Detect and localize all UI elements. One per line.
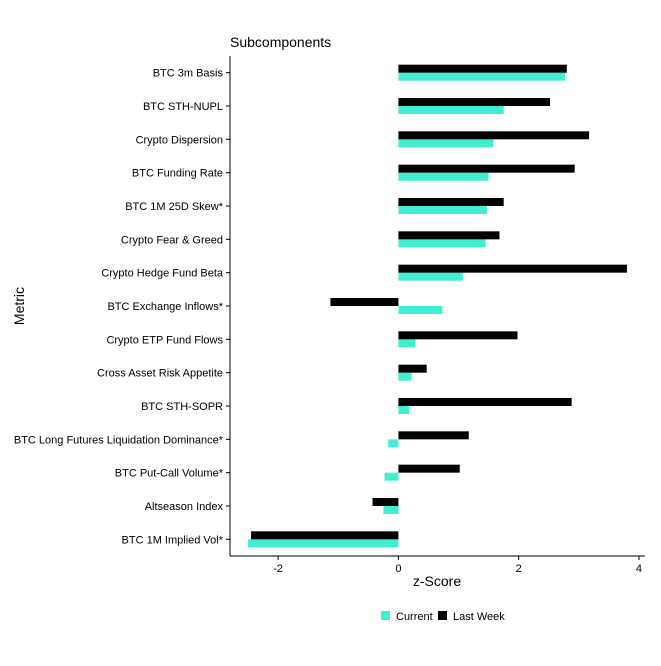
legend-label: Current [396,611,433,623]
legend-swatch-current [381,611,390,620]
y-tick-label: BTC 3m Basis [153,68,224,80]
bar-current [398,239,486,248]
y-tick-label: Cross Asset Risk Appetite [97,368,223,380]
bar-last-week [398,364,427,373]
plot-area [248,64,627,548]
bar-current [398,106,504,114]
x-tick-label: 4 [636,563,642,575]
bar-current [398,372,412,381]
bar-last-week [398,231,500,240]
bar-last-week [398,331,518,340]
x-axis-ticks: -2 0 2 4 [273,556,642,575]
bar-current [384,472,399,481]
legend-label: Last Week [453,611,505,623]
y-tick-label: Crypto Hedge Fund Beta [101,268,224,280]
bar-last-week [398,98,550,106]
y-tick-label: BTC STH-NUPL [143,101,223,113]
bar-last-week [398,431,469,440]
bar-current [398,306,443,314]
y-tick-label: Crypto Dispersion [136,134,223,146]
bar-last-week [398,464,460,473]
y-tick-label: BTC 1M 25D Skew* [125,201,224,213]
legend-swatch-last-week [438,611,447,620]
y-tick-label: BTC Put-Call Volume* [115,468,224,480]
chart-title: Subcomponents [230,34,331,50]
x-axis-label: z-Score [413,573,461,589]
bar-last-week [398,264,627,273]
bar-current [383,506,399,514]
y-axis-ticks: BTC 3m Basis BTC STH-NUPL Crypto Dispersio… [14,68,230,546]
bar-last-week [372,498,399,506]
x-tick-label: 2 [516,563,522,575]
bar-last-week [398,131,590,140]
bar-current [248,539,399,548]
bar-current [388,439,399,448]
y-tick-label: BTC 1M Implied Vol* [122,534,224,546]
y-axis-label: Metric [11,287,27,325]
y-tick-label: Altseason Index [145,501,224,513]
bar-current [398,172,489,181]
bar-current [398,72,566,81]
y-tick-label: Crypto Fear & Greed [121,234,223,246]
bar-current [398,139,494,148]
y-tick-label: Crypto ETP Fund Flows [106,334,223,346]
bar-current [398,206,487,214]
bar-last-week [330,298,399,306]
legend: Current Last Week [381,611,505,623]
bar-current [398,339,416,348]
y-tick-label: BTC STH-SOPR [141,401,223,413]
x-tick-label: 0 [395,563,401,575]
bar-last-week [398,64,567,73]
y-tick-label: BTC Exchange Inflows* [107,301,223,313]
x-tick-label: -2 [273,563,283,575]
bar-current [398,406,410,414]
y-tick-label: BTC Funding Rate [132,168,223,180]
bar-last-week [251,531,399,540]
bar-last-week [398,198,504,206]
bar-last-week [398,398,572,406]
y-tick-label: BTC Long Futures Liquidation Dominance* [14,434,224,446]
bar-current [398,272,463,281]
bar-last-week [398,164,575,173]
